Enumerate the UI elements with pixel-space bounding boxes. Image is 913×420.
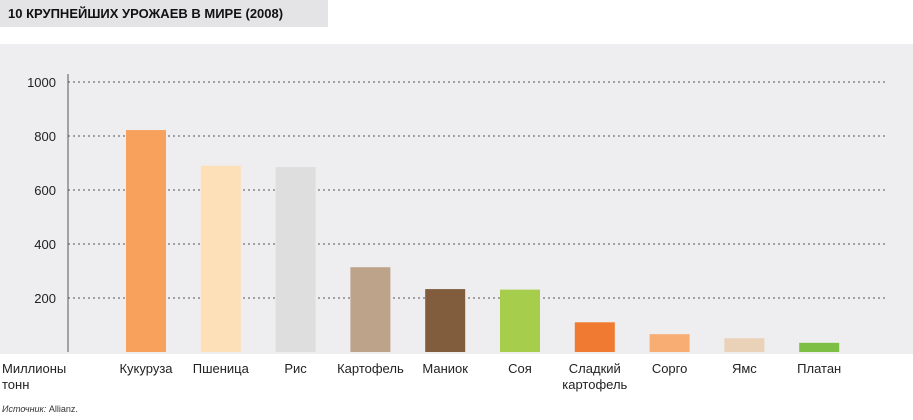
y-tick-label: 1000 [27,75,56,90]
chart-title: 10 КРУПНЕЙШИХ УРОЖАЕВ В МИРЕ (2008) [8,6,284,21]
bar [200,165,241,352]
chart-title-bar: 10 КРУПНЕЙШИХ УРОЖАЕВ В МИРЕ (2008) [0,0,328,27]
bar [799,342,840,352]
y-tick-label: 600 [34,183,56,198]
x-tick-label: Рис [284,361,307,376]
x-tick-label: Маниок [422,361,468,376]
y-tick-label: 400 [34,237,56,252]
x-tick-label: Соя [508,361,532,376]
x-tick-label: Кукуруза [119,361,173,376]
bar-chart: 200 400 600 800 1000 Кукуруза Пшеница Рис Картоф… [2,74,885,392]
bar [649,334,690,352]
x-tick-label: Картофель [337,361,404,376]
bar [126,130,166,352]
y-axis-label: Миллионы тонн [2,361,66,392]
x-tick-label: Сорго [652,361,688,376]
bar [350,267,391,352]
bar [574,322,615,352]
source-label: Источник: [2,404,47,414]
y-tick-label: 200 [34,291,56,306]
x-tick-label: Ямс [732,361,757,376]
x-tick-label: Сладкий картофель [562,361,627,392]
bar [500,289,540,352]
source-note: Источник: Allianz. [2,404,78,414]
x-tick-label: Пшеница [193,361,250,376]
x-tick-label: Платан [797,361,841,376]
bar [425,289,466,352]
y-tick-label: 800 [34,129,56,144]
source-value: Allianz. [48,404,78,414]
bar [724,338,765,352]
bar [275,167,316,352]
